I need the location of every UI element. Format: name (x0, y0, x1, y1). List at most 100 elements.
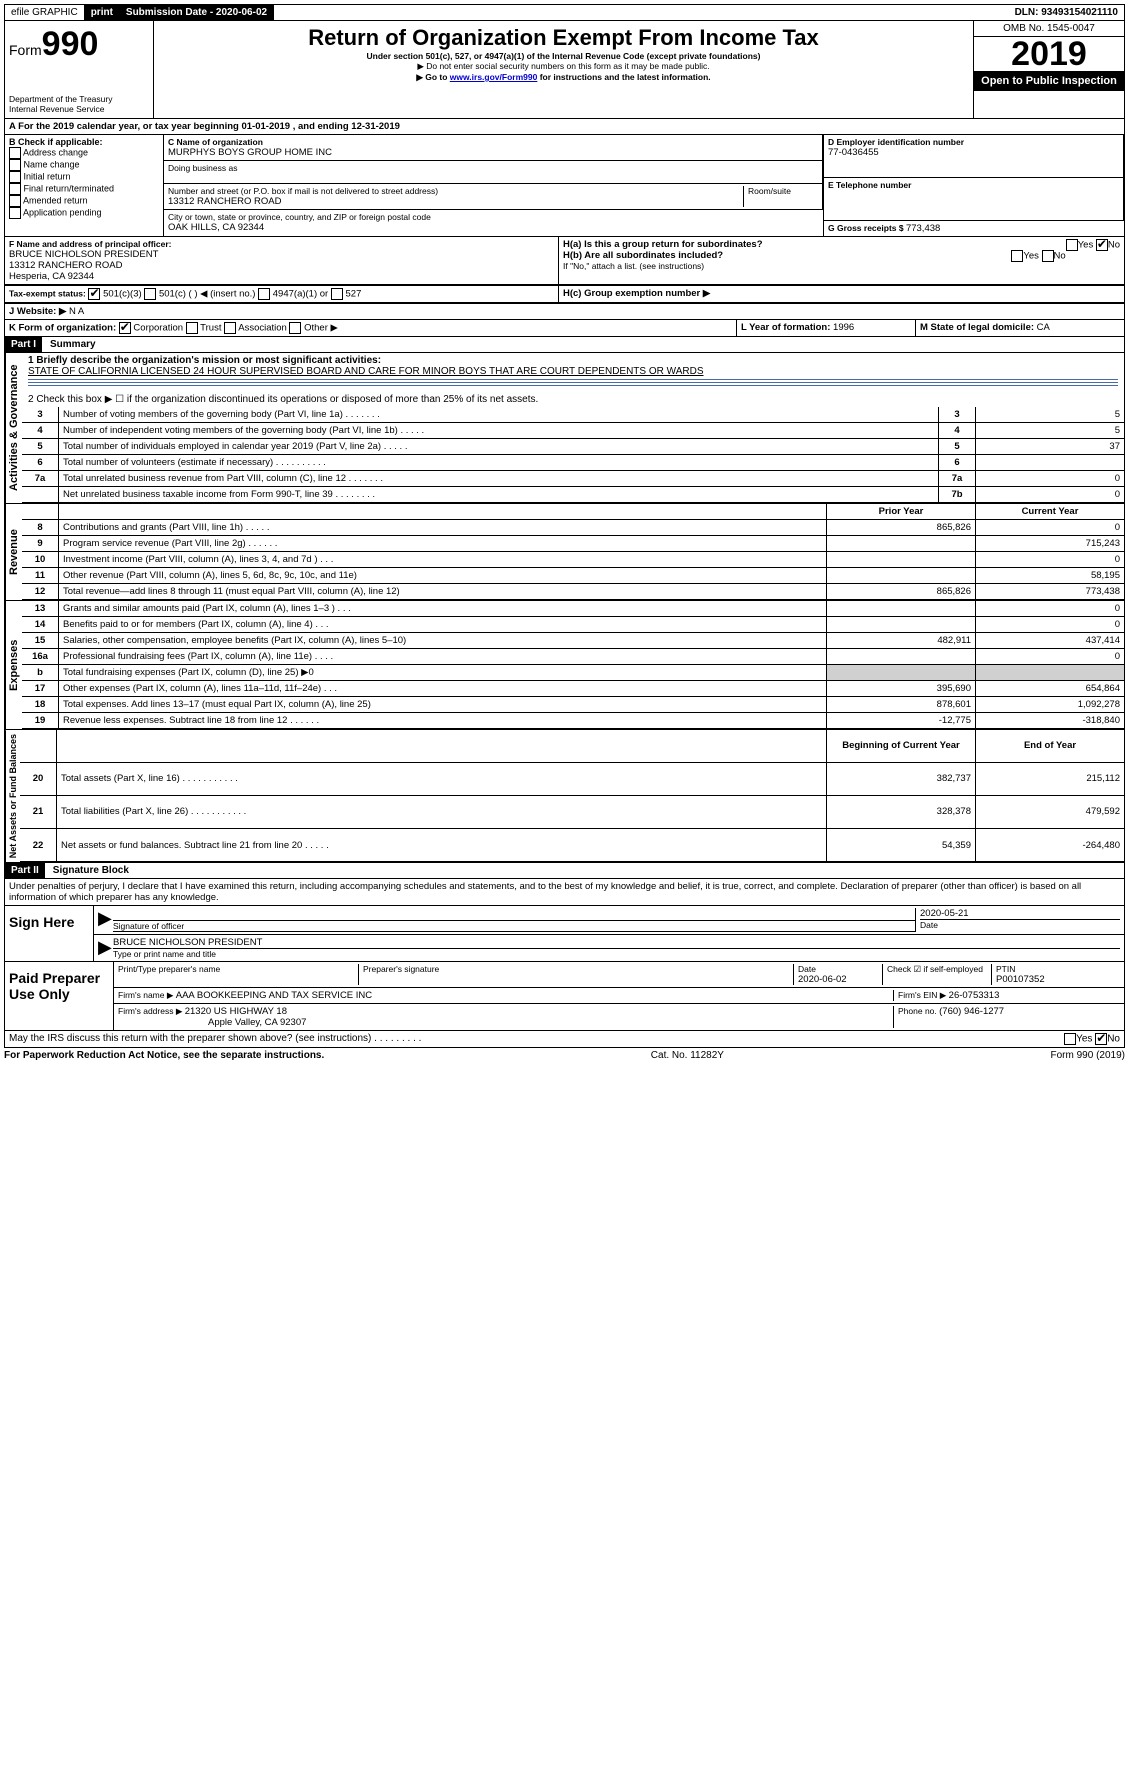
part2-subtitle: Signature Block (45, 865, 129, 876)
table-row: 8Contributions and grants (Part VIII, li… (22, 520, 1124, 536)
box-b-option: Address change (9, 147, 159, 159)
org-name: MURPHYS BOYS GROUP HOME INC (168, 147, 818, 158)
org-address: 13312 RANCHERO ROAD (168, 196, 743, 207)
table-row: 6Total number of volunteers (estimate if… (22, 455, 1124, 471)
sig-date: 2020-05-21 (920, 908, 1120, 919)
table-row: 17Other expenses (Part IX, column (A), l… (22, 681, 1124, 697)
open-public: Open to Public Inspection (974, 71, 1124, 91)
section-expenses: Expenses (5, 601, 22, 729)
table-row: 11Other revenue (Part VIII, column (A), … (22, 568, 1124, 584)
form-header: Form990 Department of the Treasury Inter… (4, 21, 1125, 119)
self-employed-check: Check ☑ if self-employed (883, 964, 992, 985)
box-c-label: C Name of organization (168, 137, 818, 147)
501c3-check (88, 288, 100, 300)
box-f-label: F Name and address of principal officer: (9, 239, 554, 249)
table-row: 4Number of independent voting members of… (22, 423, 1124, 439)
table-row: 16aProfessional fundraising fees (Part I… (22, 649, 1124, 665)
paid-preparer-label: Paid Preparer Use Only (5, 962, 114, 1030)
print-button[interactable]: print (85, 5, 120, 20)
table-row: 13Grants and similar amounts paid (Part … (22, 601, 1124, 617)
box-k-label: K Form of organization: (9, 323, 116, 334)
table-row: 19Revenue less expenses. Subtract line 1… (22, 713, 1124, 729)
table-row: 9Program service revenue (Part VIII, lin… (22, 536, 1124, 552)
officer-addr2: Hesperia, CA 92344 (9, 271, 554, 282)
firm-addr2: Apple Valley, CA 92307 (118, 1017, 306, 1028)
net-assets-table: Beginning of Current YearEnd of Year20To… (20, 730, 1124, 862)
table-row: 21Total liabilities (Part X, line 26) . … (20, 795, 1124, 828)
box-e-label: E Telephone number (828, 180, 1119, 190)
table-header-row: Beginning of Current YearEnd of Year (20, 730, 1124, 762)
firm-phone: (760) 946-1277 (939, 1006, 1004, 1017)
room-label: Room/suite (743, 186, 818, 207)
org-city: OAK HILLS, CA 92344 (168, 222, 819, 233)
form-number: Form990 (9, 25, 149, 64)
dln: DLN: 93493154021110 (1009, 5, 1124, 20)
city-label: City or town, state or province, country… (168, 212, 819, 222)
page-footer: For Paperwork Reduction Act Notice, see … (4, 1048, 1125, 1061)
part2-header: Part II (5, 863, 45, 878)
box-b-title: B Check if applicable: (9, 137, 159, 147)
table-row: 15Salaries, other compensation, employee… (22, 633, 1124, 649)
ptin: P00107352 (996, 974, 1116, 985)
box-hb-note: If "No," attach a list. (see instruction… (563, 261, 1120, 271)
addr-label: Number and street (or P.O. box if mail i… (168, 186, 743, 196)
dba-label: Doing business as (168, 163, 818, 173)
table-row: Net unrelated business taxable income fr… (22, 487, 1124, 503)
dept-irs: Internal Revenue Service (9, 104, 149, 114)
table-row: 18Total expenses. Add lines 13–17 (must … (22, 697, 1124, 713)
efile-label: efile GRAPHIC (5, 5, 85, 20)
section-governance: Activities & Governance (5, 353, 22, 503)
table-row: 7aTotal unrelated business revenue from … (22, 471, 1124, 487)
box-b-option: Application pending (9, 207, 159, 219)
sig-date-label: Date (920, 919, 1120, 930)
irs-link[interactable]: www.irs.gov/Form990 (450, 72, 538, 82)
form-note-1: ▶ Do not enter social security numbers o… (158, 61, 969, 72)
box-b-option: Initial return (9, 171, 159, 183)
section-revenue: Revenue (5, 504, 22, 600)
form-title: Return of Organization Exempt From Incom… (158, 25, 969, 51)
q1-label: 1 Briefly describe the organization's mi… (28, 355, 1118, 366)
box-hc: H(c) Group exemption number ▶ (559, 286, 1124, 303)
table-row: bTotal fundraising expenses (Part IX, co… (22, 665, 1124, 681)
box-d-label: D Employer identification number (828, 137, 1119, 147)
gross-receipts: 773,438 (906, 223, 940, 234)
box-g-label: G Gross receipts $ (828, 223, 906, 233)
officer-addr1: 13312 RANCHERO ROAD (9, 260, 554, 271)
sig-officer-label: Signature of officer (113, 920, 915, 932)
ein: 77-0436455 (828, 147, 1119, 158)
table-row: 22Net assets or fund balances. Subtract … (20, 828, 1124, 861)
box-b-option: Amended return (9, 195, 159, 207)
mission-text: STATE OF CALIFORNIA LICENSED 24 HOUR SUP… (28, 366, 1118, 377)
print-name-label: Type or print name and title (113, 948, 1120, 959)
officer-print-name: BRUCE NICHOLSON PRESIDENT (113, 937, 1120, 948)
perjury-declaration: Under penalties of perjury, I declare th… (4, 879, 1125, 906)
section-net: Net Assets or Fund Balances (5, 730, 20, 862)
firm-name: AAA BOOKKEEPING AND TAX SERVICE INC (176, 990, 372, 1001)
box-j-label: J Website: ▶ (9, 306, 66, 317)
table-header-row: Prior YearCurrent Year (22, 504, 1124, 520)
firm-ein: 26-0753313 (949, 990, 1000, 1001)
table-row: 10Investment income (Part VIII, column (… (22, 552, 1124, 568)
table-row: 5Total number of individuals employed in… (22, 439, 1124, 455)
prep-date: 2020-06-02 (798, 974, 878, 985)
website: N A (69, 306, 84, 317)
discuss-row: May the IRS discuss this return with the… (4, 1031, 1125, 1048)
form-note-2: ▶ Go to www.irs.gov/Form990 for instruct… (158, 72, 969, 83)
year-formation: 1996 (833, 322, 854, 333)
firm-addr1: 21320 US HIGHWAY 18 (185, 1006, 287, 1017)
top-bar: efile GRAPHIC print Submission Date - 20… (4, 4, 1125, 21)
box-b-option: Final return/terminated (9, 183, 159, 195)
submission-date: Submission Date - 2020-06-02 (120, 5, 274, 20)
officer-name: BRUCE NICHOLSON PRESIDENT (9, 249, 554, 260)
tax-exempt-label: Tax-exempt status: (9, 289, 86, 299)
form-subtitle: Under section 501(c), 527, or 4947(a)(1)… (158, 51, 969, 61)
box-b-option: Name change (9, 159, 159, 171)
q2-label: 2 Check this box ▶ ☐ if the organization… (28, 394, 1118, 405)
revenue-table: Prior YearCurrent Year8Contributions and… (22, 504, 1124, 600)
dept-treasury: Department of the Treasury (9, 94, 149, 104)
table-row: 14Benefits paid to or for members (Part … (22, 617, 1124, 633)
tax-year: 2019 (974, 37, 1124, 71)
sign-here-label: Sign Here (5, 906, 94, 961)
table-row: 12Total revenue—add lines 8 through 11 (… (22, 584, 1124, 600)
part1-header: Part I (5, 337, 42, 352)
